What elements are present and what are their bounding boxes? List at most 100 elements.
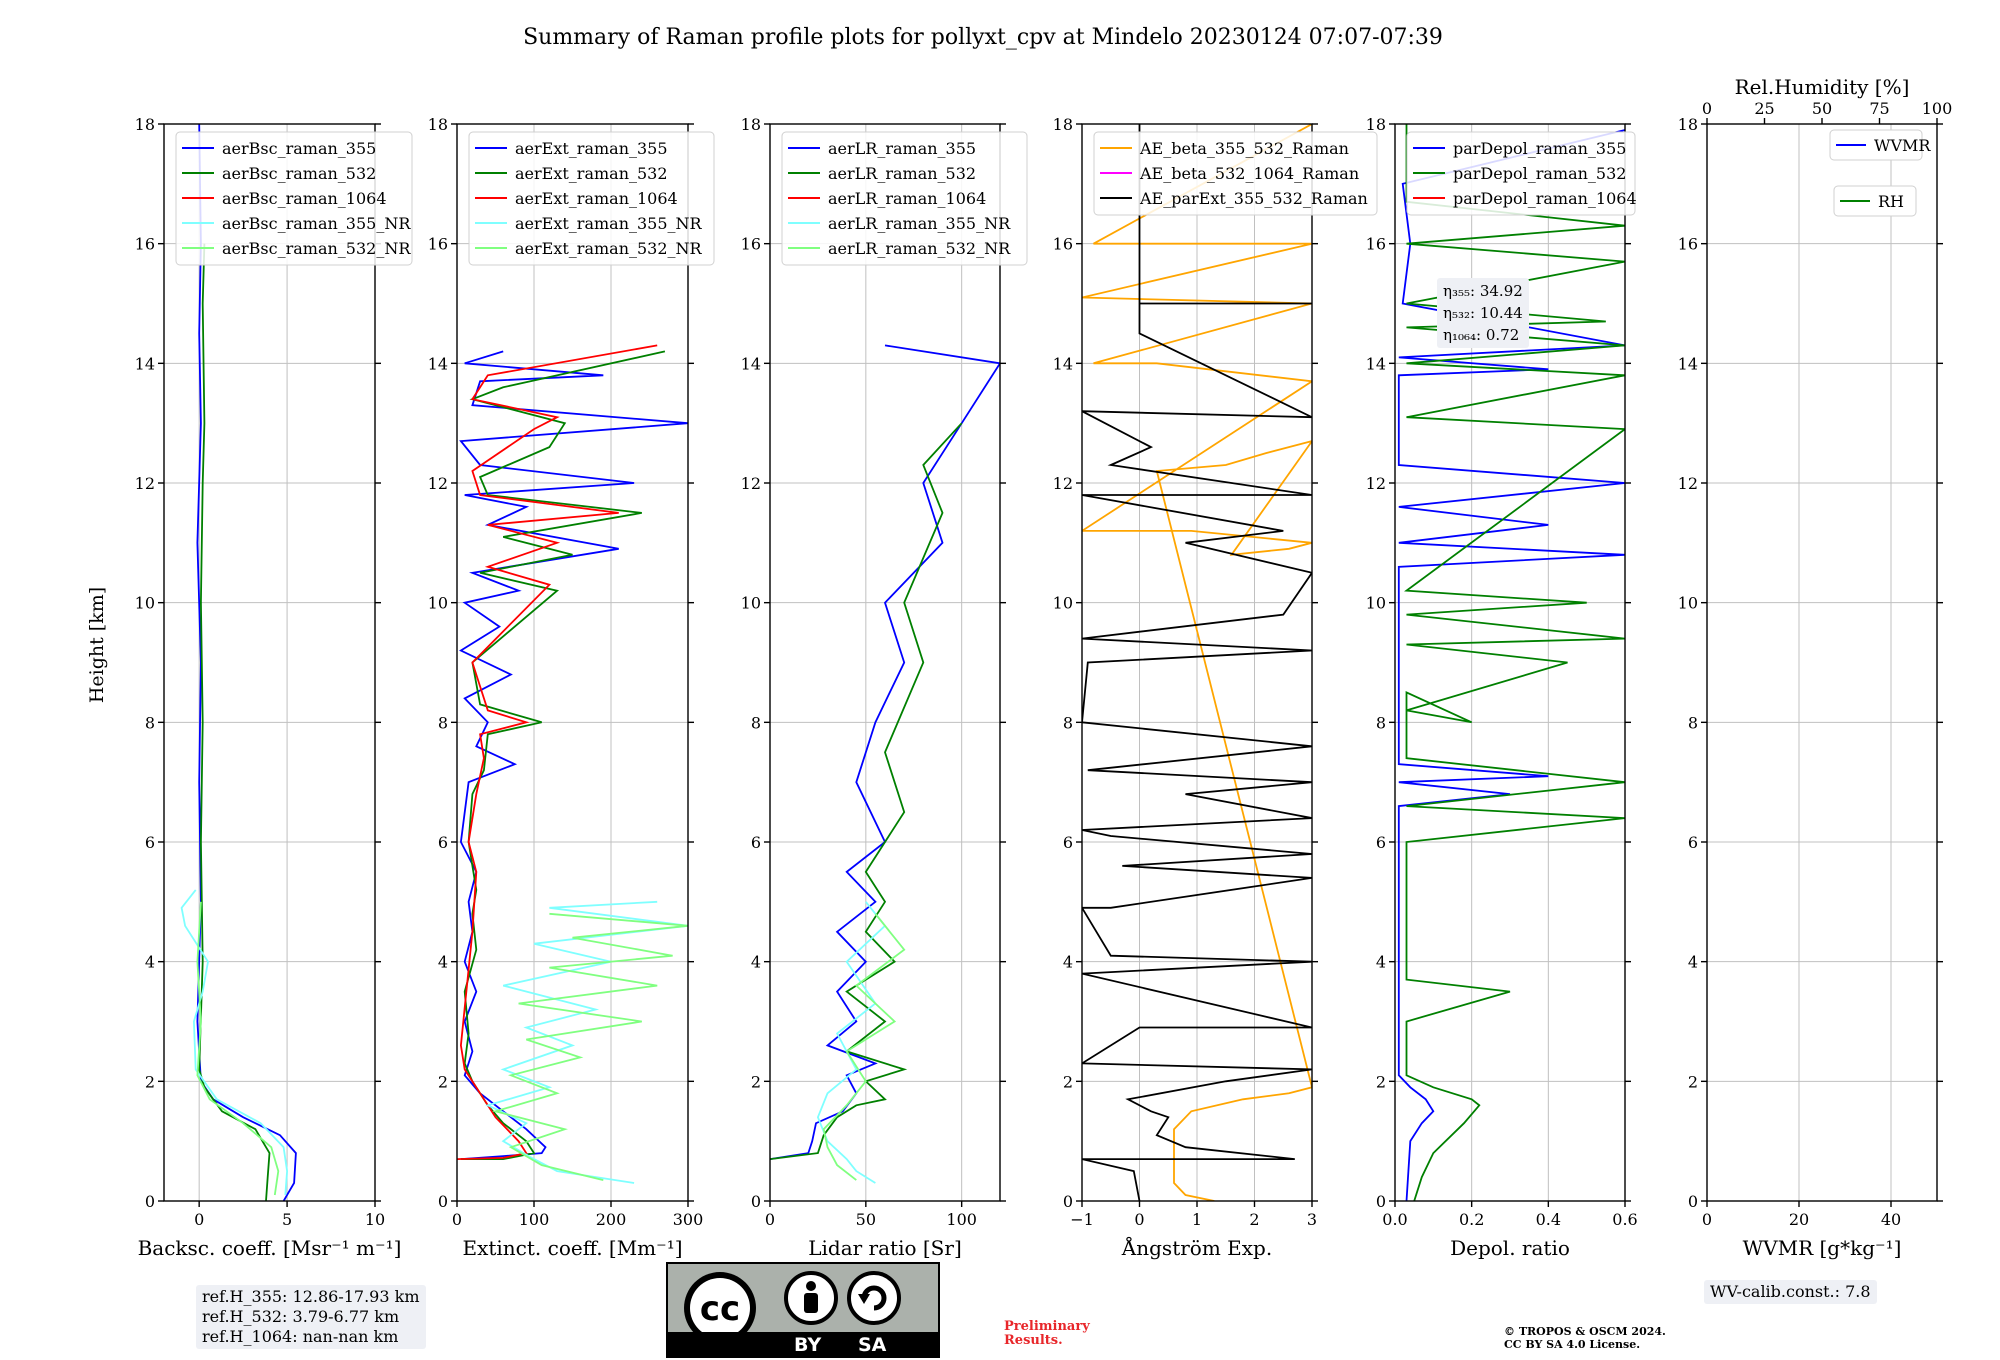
- series-aerLR_raman_532: [770, 422, 963, 1160]
- ref-heights-box: ref.H_355: 12.86-17.93 km ref.H_532: 3.7…: [196, 1285, 426, 1349]
- x-tick-label: 0: [1702, 1210, 1712, 1229]
- y-tick-label: 6: [145, 833, 155, 852]
- y-tick-label: 16: [428, 235, 448, 254]
- ref-height-532: ref.H_532: 3.79-6.77 km: [202, 1307, 400, 1326]
- figure-title: Summary of Raman profile plots for polly…: [523, 25, 1443, 50]
- x-axis-label: Ångström Exp.: [1121, 1235, 1272, 1260]
- y-tick-label: 14: [428, 354, 448, 373]
- y-tick-label: 0: [1376, 1192, 1386, 1211]
- x-axis-label: Lidar ratio [Sr]: [808, 1236, 962, 1260]
- series-parDepol_raman_355: [1397, 129, 1625, 1201]
- x-tick-label: 100: [946, 1210, 977, 1229]
- y-tick-label: 18: [1053, 115, 1073, 134]
- x-tick-label: 0.4: [1536, 1210, 1561, 1229]
- cc-by-label: BY: [794, 1334, 822, 1356]
- y-tick-label: 6: [438, 833, 448, 852]
- series-aerExt_raman_532: [460, 350, 666, 1160]
- x-tick-label: 0.0: [1382, 1210, 1407, 1229]
- y-tick-label: 12: [428, 474, 448, 493]
- x-axis-label: Depol. ratio: [1450, 1236, 1570, 1260]
- y-tick-label: 8: [751, 713, 761, 732]
- axes-frame: [1394, 123, 1626, 1202]
- x-tick-label: 3: [1307, 1210, 1317, 1229]
- x-tick-label: 20: [1789, 1210, 1809, 1229]
- series-aerLR_raman_355_NR: [816, 901, 887, 1184]
- x-tick-label: 0: [194, 1210, 204, 1229]
- x-tick-label: 2: [1249, 1210, 1259, 1229]
- legend-label: AE_parExt_355_532_Raman: [1139, 189, 1368, 208]
- series-aerLR_raman_532_NR: [822, 913, 906, 1181]
- legend-label: aerExt_raman_532_NR: [515, 239, 703, 258]
- y-tick-label: 0: [1063, 1192, 1073, 1211]
- y-tick-label: 12: [1366, 474, 1386, 493]
- legend-label: aerLR_raman_1064: [828, 189, 986, 208]
- y-tick-label: 8: [438, 713, 448, 732]
- eta-box: η₃₅₅: 34.92 η₅₃₂: 10.44 η₁₀₆₄: 0.72: [1437, 278, 1529, 348]
- x-tick-label: 200: [596, 1210, 627, 1229]
- x-tick-label: 10: [365, 1210, 385, 1229]
- legend-label: aerExt_raman_355_NR: [515, 214, 703, 233]
- preliminary-line-1: Preliminary: [1004, 1319, 1090, 1334]
- eta-355: η₃₅₅: 34.92: [1443, 282, 1523, 300]
- x-axis-label: WVMR [g*kg⁻¹]: [1743, 1236, 1902, 1260]
- top-tick-label: 100: [1922, 99, 1953, 118]
- legend-box: [781, 131, 1028, 266]
- y-tick-label: 2: [1376, 1072, 1386, 1091]
- y-tick-label: 14: [741, 354, 761, 373]
- legend-label: aerBsc_raman_355: [222, 139, 376, 158]
- copyright-line-1: © TROPOS & OSCM 2024.: [1504, 1325, 1666, 1338]
- y-tick-label: 0: [751, 1192, 761, 1211]
- panel-backscatter: 0 5 10 0 2 4 6 8 10 12 14 16 18 Backsc. coeff. [Msr⁻¹…: [135, 115, 413, 1260]
- y-tick-label: 4: [1688, 953, 1698, 972]
- wv-calib-const: WV-calib.const.: 7.8: [1710, 1282, 1871, 1301]
- cc-license-badge[interactable]: cc BY SA: [666, 1262, 940, 1358]
- y-tick-label: 6: [751, 833, 761, 852]
- x-tick-label: 50: [856, 1210, 876, 1229]
- y-tick-label: 16: [1053, 235, 1073, 254]
- series-AE_beta_355_532_Raman: [1082, 124, 1312, 1201]
- y-tick-label: 0: [1688, 1192, 1698, 1211]
- panel-lidar_ratio: 0 50 100 0 2 4 6 8 10 12 14 16 18 Lidar ratio [Sr] aer…: [741, 115, 1028, 1260]
- top-axis-label: Rel.Humidity [%]: [1735, 75, 1910, 99]
- y-tick-label: 4: [145, 953, 155, 972]
- axes-frame: [1706, 123, 1938, 1202]
- series-aerLR_raman_355: [770, 344, 1000, 1160]
- y-tick-label: 8: [1376, 713, 1386, 732]
- ref-height-355: ref.H_355: 12.86-17.93 km: [202, 1287, 420, 1306]
- x-tick-label: 0: [765, 1210, 775, 1229]
- y-tick-label: 2: [145, 1072, 155, 1091]
- legend-label: aerExt_raman_532: [515, 164, 668, 183]
- legend-box: [175, 131, 413, 266]
- legend-label: aerLR_raman_355: [828, 139, 976, 158]
- y-tick-label: 18: [1366, 115, 1386, 134]
- legend-label: aerExt_raman_355: [515, 139, 668, 158]
- copyright-note: © TROPOS & OSCM 2024. CC BY SA 4.0 Licen…: [1504, 1325, 1666, 1351]
- legend-label: parDepol_raman_355: [1453, 139, 1626, 158]
- preliminary-line-2: Results.: [1004, 1333, 1063, 1348]
- legend-label: aerLR_raman_532_NR: [828, 239, 1011, 258]
- cc-logo: cc: [684, 1271, 901, 1344]
- y-tick-label: 18: [428, 115, 448, 134]
- legend-box: [468, 131, 715, 266]
- series-aerExt_raman_1064: [457, 344, 658, 1160]
- y-tick-label: 4: [438, 953, 448, 972]
- y-tick-label: 14: [1053, 354, 1073, 373]
- legend-label: RH: [1878, 192, 1904, 211]
- cc-label-bar: BY SA: [668, 1332, 938, 1356]
- y-tick-label: 8: [145, 713, 155, 732]
- y-tick-label: 14: [1678, 354, 1698, 373]
- y-tick-label: 6: [1063, 833, 1073, 852]
- top-tick-label: 50: [1812, 99, 1832, 118]
- y-tick-label: 12: [741, 474, 761, 493]
- x-tick-label: 300: [673, 1210, 704, 1229]
- x-tick-label: 40: [1881, 1210, 1901, 1229]
- y-tick-label: 2: [1063, 1072, 1073, 1091]
- series-aerBsc_raman_532: [198, 243, 271, 1201]
- x-tick-label: 0.2: [1459, 1210, 1484, 1229]
- y-tick-label: 10: [428, 594, 448, 613]
- ref-height-1064: ref.H_1064: nan-nan km: [202, 1327, 399, 1346]
- eta-1064: η₁₀₆₄: 0.72: [1443, 326, 1520, 344]
- top-tick-label: 25: [1754, 99, 1774, 118]
